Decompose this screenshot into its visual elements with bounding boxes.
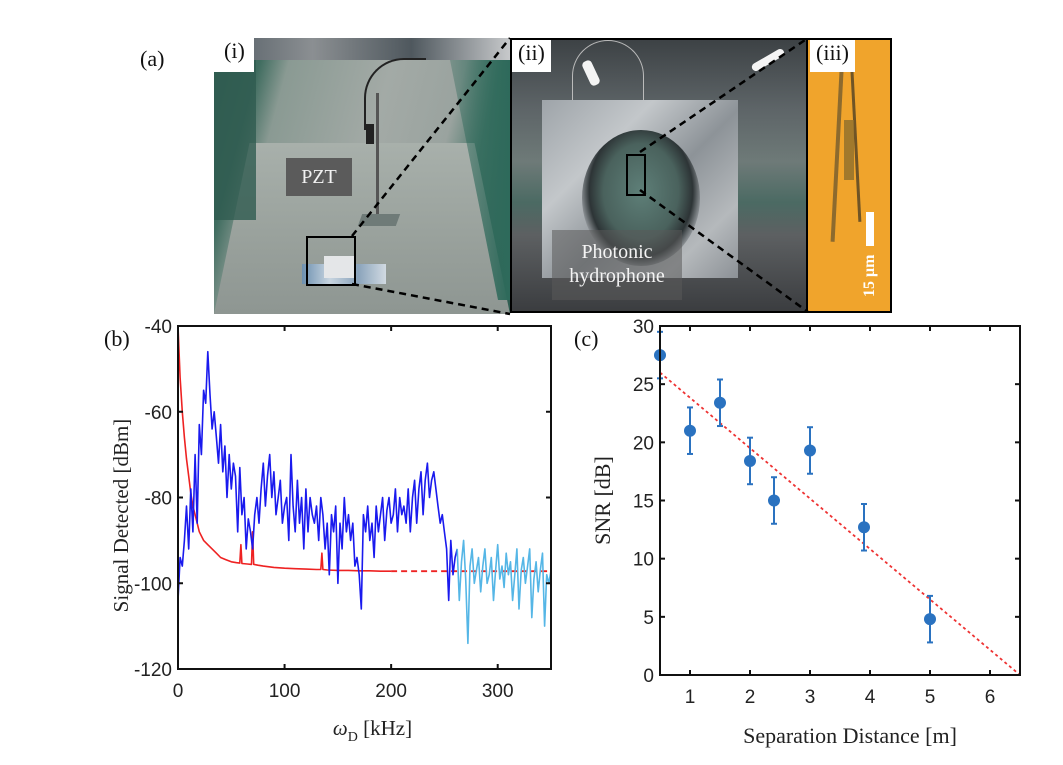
y-tick-label: 5 [643, 608, 654, 629]
y-tick-label: 30 [633, 317, 654, 338]
x-tick-label: 1 [685, 687, 696, 708]
photo-tank-wall-left [214, 60, 256, 220]
annotation-line-2: hydrophone [569, 265, 665, 287]
x-tick-label: 4 [865, 687, 876, 708]
photo-hydrophone-block [324, 256, 354, 278]
y-tick-label: -60 [145, 403, 172, 424]
plot-frame [659, 325, 1021, 676]
photonic-hydrophone-annotation: Photonic hydrophone [552, 230, 682, 300]
photo-pzt-stand [376, 93, 379, 223]
x-axis-label: Separation Distance [m] [743, 723, 957, 748]
zoom-box-i [306, 236, 356, 286]
x-tick-label: 200 [375, 681, 407, 702]
panel-label-c: (c) [574, 326, 599, 351]
x-tick-label: 6 [985, 687, 996, 708]
photo-microscope-fiber: 15 μm [808, 38, 892, 313]
y-axis-label: Signal Detected [dBm] [109, 419, 133, 613]
series-line-signal-detected-band [178, 350, 458, 610]
y-tick-label: 25 [633, 375, 654, 396]
zoom-connectors [351, 36, 809, 316]
data-point [768, 494, 780, 507]
fit-line [659, 371, 1021, 676]
x-axis-label-unit: [kHz] [358, 716, 412, 740]
y-axis-label: SNR [dB] [590, 456, 615, 545]
x-tick-label: 100 [269, 681, 301, 702]
data-point [924, 613, 936, 626]
plot-frame [177, 325, 552, 670]
connector-line [351, 282, 511, 316]
photo-pzt-transducer [366, 124, 374, 144]
photo-fiber-taper [844, 120, 854, 180]
panel-label-a: (a) [140, 46, 165, 71]
photo-fiber-wire [572, 40, 644, 105]
y-tick-label: 0 [643, 666, 654, 687]
x-axis-label-subscript: D [348, 730, 358, 745]
data-point [714, 396, 726, 409]
chart-signal-spectrum: 0 100 200 300 -120 -100 -80 -60 -40 Signal Detec… [109, 317, 552, 745]
annotation-line-1: Photonic [581, 241, 653, 263]
photo-cable [364, 58, 426, 130]
photo-label-i: (i) [214, 38, 254, 72]
photo-ceiling [214, 38, 510, 60]
data-point [684, 424, 696, 437]
x-tick-label: 2 [745, 687, 756, 708]
y-tick-label: -120 [134, 660, 172, 681]
photo-label-iii: (iii) [810, 40, 855, 72]
photo-label-ii: (ii) [512, 40, 551, 72]
data-point [744, 454, 756, 467]
x-tick-label: 0 [173, 681, 184, 702]
series-line-signal-beyond-band [456, 539, 551, 645]
y-tick-label: 10 [633, 550, 654, 571]
x-axis-label-symbol: ω [333, 716, 348, 740]
panel-label-b: (b) [104, 326, 130, 351]
x-tick-label: 3 [805, 687, 816, 708]
x-tick-label: 300 [482, 681, 514, 702]
y-tick-label: 15 [633, 492, 654, 513]
photo-hydrophone-mount: Photonic hydrophone [510, 38, 808, 313]
pzt-annotation: PZT [286, 158, 352, 196]
y-tick-label: -40 [145, 317, 172, 338]
connector-line [639, 36, 809, 154]
chart-snr-vs-distance: 1 2 3 4 5 6 0 5 10 15 20 25 30 SNR [dB] Separation D… [590, 317, 1021, 748]
scale-bar [866, 212, 874, 246]
photo-tank-floor [214, 142, 510, 314]
connector-line [351, 37, 511, 237]
data-point [804, 444, 816, 457]
zoom-box-ii [626, 154, 646, 196]
x-tick-label: 5 [925, 687, 936, 708]
series-line-noise-floor-measured [178, 326, 392, 573]
y-tick-label: -80 [145, 489, 172, 510]
data-point [858, 521, 870, 534]
y-tick-label: -100 [134, 574, 172, 595]
x-axis-label: ωD [kHz] [333, 716, 412, 745]
connector-line [639, 188, 809, 314]
y-tick-label: 20 [633, 433, 654, 454]
